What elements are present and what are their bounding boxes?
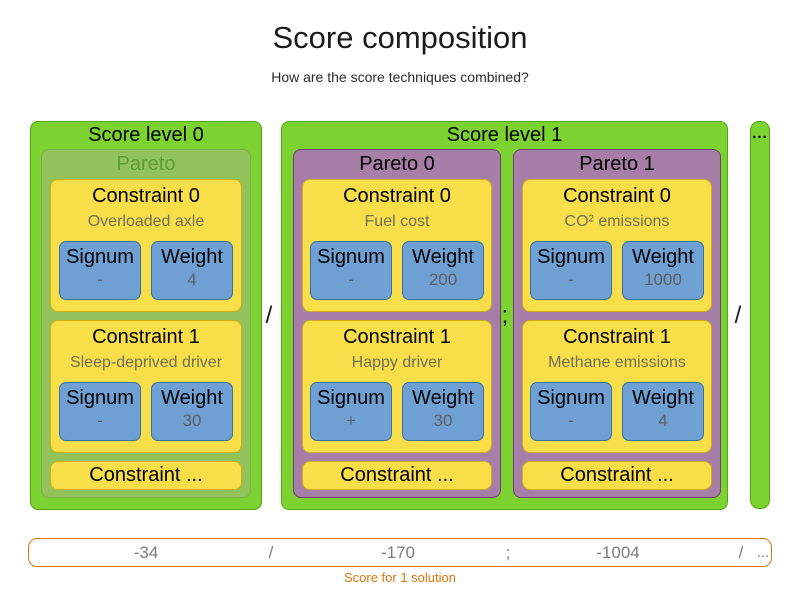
constraint-more-card: Constraint ... [50,461,242,490]
signum-value: - [348,270,354,289]
constraint-subtitle: Fuel cost [364,213,430,230]
constraint-title: Constraint 0 [563,185,671,207]
constraint-card: Constraint 0 CO² emissions Signum - Weig… [522,179,712,312]
score-level-0-label: Score level 0 [88,124,204,146]
score-value: -34 [133,543,159,562]
score-ellipsis: ... [756,544,770,561]
weight-label: Weight [632,387,694,409]
constraint-subtitle: Happy driver [351,354,443,371]
weight-box: Weight 30 [402,382,484,441]
signum-label: Signum [66,387,134,409]
constraint-card: Constraint 1 Happy driver Signum + Weigh… [302,320,492,453]
signum-weight-row: Signum + Weight 30 [303,382,491,441]
separator-slash: / [734,302,742,329]
signum-box: Signum - [310,241,392,300]
pareto-group-box: Pareto Constraint 0 Overloaded axle Sign… [41,149,251,498]
weight-value: 4 [187,270,197,289]
pareto-0-group-box: Pareto 0 Constraint 0 Fuel cost Signum -… [293,149,501,498]
constraint-title: Constraint 1 [343,326,451,348]
score-bar: -34 / -170 ; -1004 / ... [28,538,772,567]
constraint-subtitle: Methane emissions [548,354,686,371]
signum-weight-row: Signum - Weight 30 [51,382,241,441]
weight-box: Weight 1000 [622,241,704,300]
signum-weight-row: Signum - Weight 200 [303,241,491,300]
signum-box: Signum - [530,241,612,300]
pareto-1-group-box: Pareto 1 Constraint 0 CO² emissions Sign… [513,149,721,498]
weight-label: Weight [632,246,694,268]
constraint-subtitle: Sleep-deprived driver [69,354,223,371]
signum-label: Signum [317,387,385,409]
weight-value: 30 [182,411,202,430]
score-bar-caption: Score for 1 solution [343,570,456,585]
constraint-card: Constraint 0 Overloaded axle Signum - We… [50,179,242,312]
constraint-title: Constraint 1 [92,326,200,348]
constraint-subtitle: CO² emissions [564,213,670,230]
pareto-0-label: Pareto 0 [359,153,435,175]
signum-label: Signum [537,246,605,268]
constraint-card: Constraint 0 Fuel cost Signum - Weight 2… [302,179,492,312]
constraint-title: Constraint 0 [343,185,451,207]
separator-semicolon: ; [501,302,509,329]
score-separator-slash: / [268,543,274,562]
signum-value: + [346,411,356,430]
score-separator-slash: / [738,543,744,562]
signum-box: Signum - [59,241,141,300]
weight-box: Weight 30 [151,382,233,441]
weight-label: Weight [161,387,223,409]
signum-box: Signum - [530,382,612,441]
score-level-1-label: Score level 1 [446,124,563,146]
weight-value: 200 [428,270,458,289]
weight-box: Weight 4 [151,241,233,300]
pareto-group-label: Pareto [116,153,176,175]
signum-box: Signum + [310,382,392,441]
constraint-card: Constraint 1 Sleep-deprived driver Signu… [50,320,242,453]
constraint-subtitle: Overloaded axle [87,213,205,230]
constraint-more-card: Constraint ... [302,461,492,490]
score-value: -170 [380,543,416,562]
signum-value: - [97,411,103,430]
signum-label: Signum [537,387,605,409]
score-level-1-box: Score level 1 Pareto 0 Constraint 0 Fuel… [281,121,728,510]
score-separator-semicolon: ; [505,543,511,562]
signum-box: Signum - [59,382,141,441]
signum-weight-row: Signum - Weight 4 [51,241,241,300]
weight-label: Weight [412,246,474,268]
signum-value: - [97,270,103,289]
constraint-title: Constraint 1 [563,326,671,348]
weight-value: 1000 [644,270,682,289]
page-subtitle: How are the score techniques combined? [271,69,529,85]
signum-weight-row: Signum - Weight 4 [523,382,711,441]
weight-label: Weight [161,246,223,268]
constraint-card: Constraint 1 Methane emissions Signum - … [522,320,712,453]
pareto-1-label: Pareto 1 [579,153,655,175]
signum-label: Signum [66,246,134,268]
weight-box: Weight 4 [622,382,704,441]
constraint-more-card: Constraint ... [522,461,712,490]
weight-value: 4 [658,411,668,430]
score-value: -1004 [596,543,640,562]
signum-value: - [568,270,574,289]
weight-box: Weight 200 [402,241,484,300]
constraint-title: Constraint 0 [92,185,200,207]
more-levels-box: ... [750,121,770,509]
signum-value: - [568,411,574,430]
signum-label: Signum [317,246,385,268]
page-title: Score composition [272,20,528,55]
weight-value: 30 [433,411,453,430]
weight-label: Weight [412,387,474,409]
separator-slash: / [265,302,273,329]
signum-weight-row: Signum - Weight 1000 [523,241,711,300]
more-levels-label: ... [752,125,768,142]
score-level-0-box: Score level 0 Pareto Constraint 0 Overlo… [30,121,262,510]
